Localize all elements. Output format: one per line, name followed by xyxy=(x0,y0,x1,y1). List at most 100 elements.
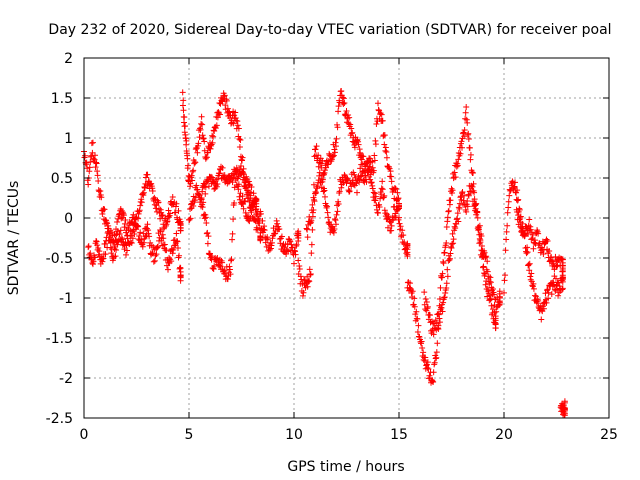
data-point xyxy=(216,111,223,118)
data-point xyxy=(295,257,302,264)
data-point xyxy=(123,251,129,258)
data-point xyxy=(443,280,450,287)
data-point xyxy=(348,130,355,137)
data-point xyxy=(333,211,340,218)
data-point xyxy=(296,266,303,273)
data-point xyxy=(256,225,263,232)
data-point xyxy=(441,294,448,301)
data-point xyxy=(368,180,375,187)
data-point xyxy=(151,257,158,264)
data-point xyxy=(328,223,335,230)
data-point xyxy=(261,223,268,230)
data-point xyxy=(190,203,197,210)
data-point xyxy=(528,229,535,236)
data-point xyxy=(266,246,273,253)
data-point xyxy=(492,317,499,324)
data-point xyxy=(505,198,512,205)
data-point xyxy=(180,97,187,104)
data-point xyxy=(489,285,496,292)
data-point xyxy=(359,168,366,175)
data-point xyxy=(510,184,517,191)
data-point xyxy=(335,108,342,115)
data-point xyxy=(93,238,100,245)
data-point xyxy=(261,227,268,234)
data-point xyxy=(186,216,193,223)
data-point xyxy=(153,208,160,215)
data-point xyxy=(135,223,142,230)
data-point xyxy=(466,144,473,151)
data-point xyxy=(447,243,454,250)
data-point xyxy=(514,187,521,194)
data-point xyxy=(433,326,440,333)
data-point xyxy=(512,179,519,186)
x-tick-label: 0 xyxy=(80,427,89,443)
data-point xyxy=(160,235,167,242)
data-point xyxy=(90,258,97,265)
data-point xyxy=(527,223,534,230)
data-point xyxy=(172,203,179,210)
data-point xyxy=(404,246,411,253)
data-point xyxy=(341,171,348,178)
data-point xyxy=(165,266,171,273)
data-point xyxy=(481,249,488,256)
data-point xyxy=(120,212,127,219)
data-point xyxy=(219,259,226,266)
data-point xyxy=(276,225,283,232)
data-point xyxy=(93,160,100,167)
data-point xyxy=(358,161,365,168)
data-point xyxy=(377,110,384,117)
data-point xyxy=(231,199,238,206)
data-point xyxy=(180,107,187,114)
data-point xyxy=(379,117,386,124)
data-point xyxy=(278,233,285,240)
data-point xyxy=(559,285,566,292)
data-point xyxy=(542,290,549,297)
y-axis-label: SDTVAR / TECUs xyxy=(6,181,22,296)
data-point xyxy=(336,188,343,195)
data-point xyxy=(121,246,128,253)
data-point xyxy=(202,214,209,221)
data-point xyxy=(242,198,249,205)
data-point xyxy=(483,253,490,260)
data-point xyxy=(201,138,208,145)
data-point xyxy=(432,355,439,362)
data-point xyxy=(484,268,491,275)
series-track-l xyxy=(557,398,568,419)
data-point xyxy=(439,308,446,315)
y-tick-label: 1.5 xyxy=(51,91,73,107)
data-point xyxy=(416,333,423,340)
data-point xyxy=(457,194,464,201)
data-point xyxy=(424,303,431,310)
data-point xyxy=(155,199,162,206)
data-point xyxy=(467,156,474,163)
data-point xyxy=(233,117,240,124)
data-point xyxy=(89,261,96,268)
x-axis-label: GPS time / hours xyxy=(287,459,404,475)
data-point xyxy=(388,227,395,234)
data-point xyxy=(234,122,241,129)
data-point xyxy=(325,214,332,221)
data-point xyxy=(212,125,219,132)
data-point xyxy=(144,225,150,232)
data-point xyxy=(221,93,228,100)
data-point xyxy=(447,250,454,257)
data-point xyxy=(487,279,494,286)
data-point xyxy=(388,222,395,229)
data-point xyxy=(252,206,259,213)
data-point xyxy=(184,155,191,162)
data-point xyxy=(253,197,260,204)
data-point xyxy=(127,227,134,234)
data-point xyxy=(304,234,311,241)
data-point xyxy=(94,168,101,175)
data-point xyxy=(482,281,489,288)
data-point xyxy=(187,180,194,187)
data-point xyxy=(190,167,197,174)
data-point xyxy=(149,188,156,195)
data-point xyxy=(503,236,510,243)
data-point xyxy=(356,179,363,186)
data-point xyxy=(235,186,242,193)
data-point xyxy=(348,125,355,132)
data-point xyxy=(253,206,260,213)
data-point xyxy=(236,196,243,203)
